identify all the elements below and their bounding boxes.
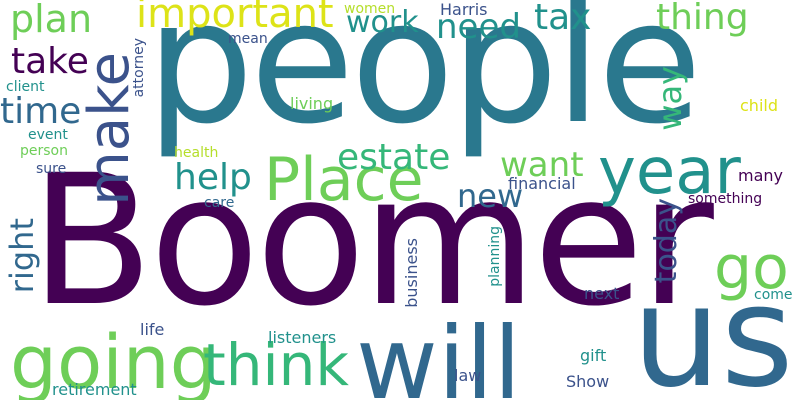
word-next: next: [584, 284, 620, 303]
word-need: need: [436, 7, 521, 47]
word-gift: gift: [580, 346, 607, 365]
word-go: go: [714, 233, 789, 303]
word-year: year: [598, 135, 741, 209]
word-come: come: [754, 287, 793, 303]
word-estate: estate: [337, 137, 451, 178]
word-women: women: [344, 1, 396, 17]
word-life: life: [140, 320, 165, 339]
word-think: think: [203, 331, 349, 399]
word-child: child: [740, 96, 778, 115]
word-us: us: [632, 256, 794, 400]
word-time: time: [0, 91, 82, 132]
word-living: living: [290, 94, 334, 113]
word-take: take: [11, 41, 89, 82]
word-planning: planning: [487, 226, 503, 287]
word-something: something: [688, 191, 763, 207]
word-way: way: [651, 66, 689, 131]
word-want: want: [500, 145, 584, 185]
word-health: health: [174, 145, 219, 161]
word-care: care: [204, 195, 235, 211]
word-make: make: [77, 52, 142, 206]
word-many: many: [738, 166, 783, 185]
word-financial: financial: [508, 174, 576, 193]
word-new: new: [457, 177, 524, 215]
word-boomer: Boomer: [30, 137, 714, 346]
word-attorney: attorney: [131, 38, 147, 98]
word-sure: sure: [36, 161, 67, 177]
word-people: people: [146, 0, 702, 162]
word-thing: thing: [656, 0, 749, 38]
word-retirement: retirement: [52, 380, 137, 399]
word-plan: plan: [10, 0, 93, 41]
word-client: client: [6, 79, 45, 95]
word-right: right: [3, 218, 41, 294]
word-today: today: [649, 198, 684, 284]
word-will: will: [356, 305, 522, 400]
word-listeners: listeners: [268, 328, 337, 347]
word-show: Show: [566, 372, 610, 391]
word-important: important: [136, 0, 334, 37]
word-event: event: [28, 127, 68, 143]
word-harris: Harris: [440, 0, 488, 19]
word-place: Place: [264, 145, 424, 215]
word-law: law: [454, 366, 482, 385]
word-mean: mean: [228, 31, 268, 47]
word-going: going: [10, 320, 217, 400]
word-person: person: [20, 143, 68, 159]
word-help: help: [174, 157, 252, 198]
word-work: work: [346, 5, 419, 40]
word-tax: tax: [534, 0, 592, 38]
word-business: business: [402, 238, 421, 308]
